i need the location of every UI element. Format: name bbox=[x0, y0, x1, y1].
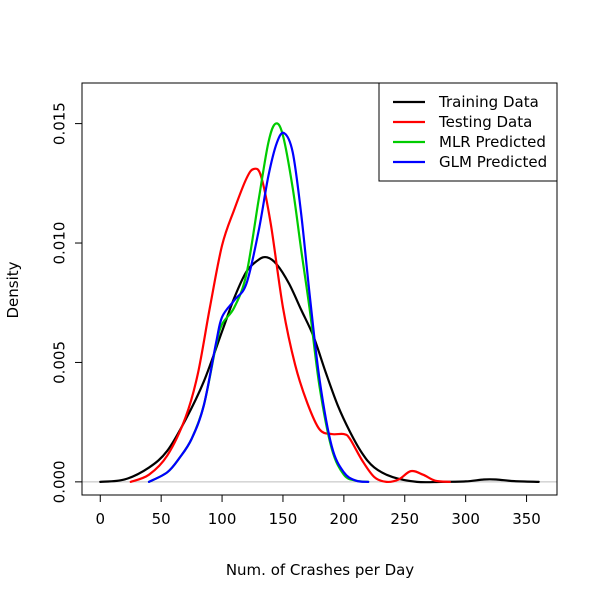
legend: Training Data Testing Data MLR Predicted GL… bbox=[378, 82, 558, 182]
x-tick-label: 200 bbox=[330, 510, 359, 528]
series-line-glm-predicted bbox=[147, 131, 370, 483]
x-tick-label: 300 bbox=[451, 510, 480, 528]
legend-entries: Training Data Testing Data MLR Predicted GL… bbox=[393, 93, 547, 171]
y-tick-label: 0.010 bbox=[51, 222, 69, 265]
x-tick-label: 350 bbox=[512, 510, 541, 528]
series-line-testing-data bbox=[129, 167, 451, 484]
x-tick-label: 50 bbox=[152, 510, 171, 528]
legend-box bbox=[378, 82, 558, 182]
legend-label-training-data: Training Data bbox=[438, 93, 539, 111]
y-tick-label: 0.015 bbox=[51, 102, 69, 145]
x-tick-label: 100 bbox=[208, 510, 237, 528]
y-axis: 0.000 0.005 0.010 0.015 bbox=[51, 102, 82, 503]
series-layer bbox=[99, 122, 540, 484]
x-tick-label: 250 bbox=[390, 510, 419, 528]
x-axis: 0 50 100 150 200 250 300 350 bbox=[95, 494, 541, 528]
legend-label-mlr-predicted: MLR Predicted bbox=[439, 133, 546, 151]
y-tick-label: 0.000 bbox=[51, 460, 69, 503]
x-tick-label: 150 bbox=[269, 510, 298, 528]
y-tick-label: 0.005 bbox=[51, 341, 69, 384]
legend-label-glm-predicted: GLM Predicted bbox=[439, 153, 547, 171]
legend-label-testing-data: Testing Data bbox=[438, 113, 532, 131]
series-line-training-data bbox=[99, 255, 540, 484]
y-axis-title: Density bbox=[4, 261, 22, 318]
x-axis-title: Num. of Crashes per Day bbox=[226, 561, 414, 579]
x-tick-label: 0 bbox=[95, 510, 105, 528]
